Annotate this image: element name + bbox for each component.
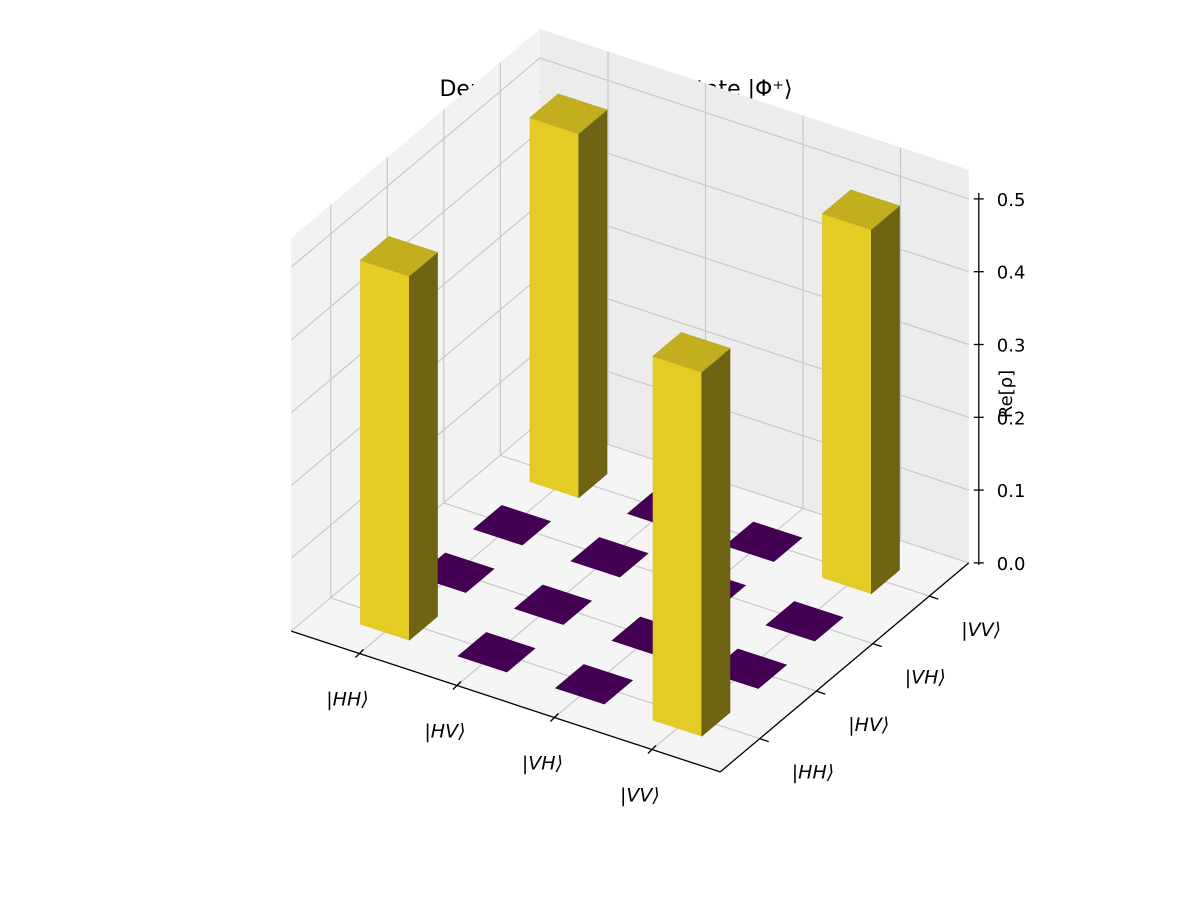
bar-r2-c1-top <box>570 537 649 578</box>
z-tick-label-3: 0.3 <box>997 336 1026 357</box>
bar-r0-c0-front <box>360 259 410 641</box>
bar-r3-c0 <box>529 93 608 499</box>
y-tick-label-2: |VH⟩ <box>905 667 946 689</box>
bar-r0-c0-side <box>408 251 438 641</box>
x-tick-0 <box>354 649 364 658</box>
bar-r3-c3-top <box>821 189 901 230</box>
bar-r2-c3-top <box>765 601 844 642</box>
y-tick-label-3: |VV⟩ <box>961 619 1001 641</box>
bar-r2-c3 <box>765 601 844 642</box>
bar-r0-c3-top <box>652 332 731 373</box>
bar-r0-c3 <box>652 332 731 737</box>
bar-r0-c0 <box>359 236 439 641</box>
x-tick-label-0: |HH⟩ <box>326 689 368 711</box>
x-tick-2 <box>549 713 559 722</box>
bar-r0-c1-top <box>457 632 536 673</box>
bar-r0-c3-side <box>701 347 731 737</box>
bar-r1-c1 <box>513 584 593 625</box>
y-axis-line <box>719 562 970 773</box>
bar-r3-c2-top <box>724 521 803 562</box>
grid-line-z-5 <box>290 57 969 268</box>
axis-labels: |HH⟩ |HV⟩ |VH⟩ |VV⟩ |HH⟩ |HV⟩ |VH⟩ |VV⟩ 0.0 0.1 0.… <box>326 190 1025 807</box>
bar-r3-c2 <box>724 521 803 562</box>
x-tick-3 <box>647 745 657 754</box>
z-tick-label-1: 0.1 <box>997 481 1026 502</box>
bar-r3-c3-front <box>822 213 872 595</box>
bar-r3-c0-side <box>578 109 608 499</box>
y-tick-0 <box>759 738 769 743</box>
z-tick-label-4: 0.4 <box>997 263 1026 284</box>
z-tick-label-5: 0.5 <box>997 190 1026 211</box>
z-axis-label: Re[ρ] <box>996 370 1017 418</box>
z-tick-label-2: 0.2 <box>997 408 1026 429</box>
bar-r0-c1 <box>457 632 536 673</box>
y-tick-label-0: |HH⟩ <box>792 762 834 784</box>
bar-r0-c2 <box>554 664 634 705</box>
floor-pane <box>291 422 969 772</box>
bar-r1-c1-top <box>513 584 593 625</box>
y-tick-1 <box>816 690 826 695</box>
bar-r2-c0-top <box>472 505 552 546</box>
y-tick-3 <box>929 595 939 600</box>
x-tick-label-2: |VH⟩ <box>522 753 563 775</box>
y-tick-label-1: |HV⟩ <box>848 714 889 736</box>
bar-r0-c0-top <box>359 236 439 277</box>
x-tick-label-3: |VV⟩ <box>620 785 660 807</box>
y-tick-2 <box>872 643 882 648</box>
x-axis-line <box>290 630 721 773</box>
bar-r2-c1 <box>570 537 649 578</box>
x-tick-1 <box>452 681 462 690</box>
z-tick-label-0: 0.0 <box>997 554 1026 575</box>
bar-r3-c3 <box>821 189 901 595</box>
bar-r3-c3-side <box>870 205 900 595</box>
axis-lines <box>290 192 984 773</box>
bar-r2-c0 <box>472 505 552 546</box>
bar-r3-c0-front <box>529 117 580 499</box>
bar-r0-c3-front <box>652 355 703 737</box>
x-tick-label-1: |HV⟩ <box>424 721 465 743</box>
bar-r3-c0-top <box>529 93 608 134</box>
bars <box>359 93 901 737</box>
bar-r0-c2-top <box>554 664 634 705</box>
